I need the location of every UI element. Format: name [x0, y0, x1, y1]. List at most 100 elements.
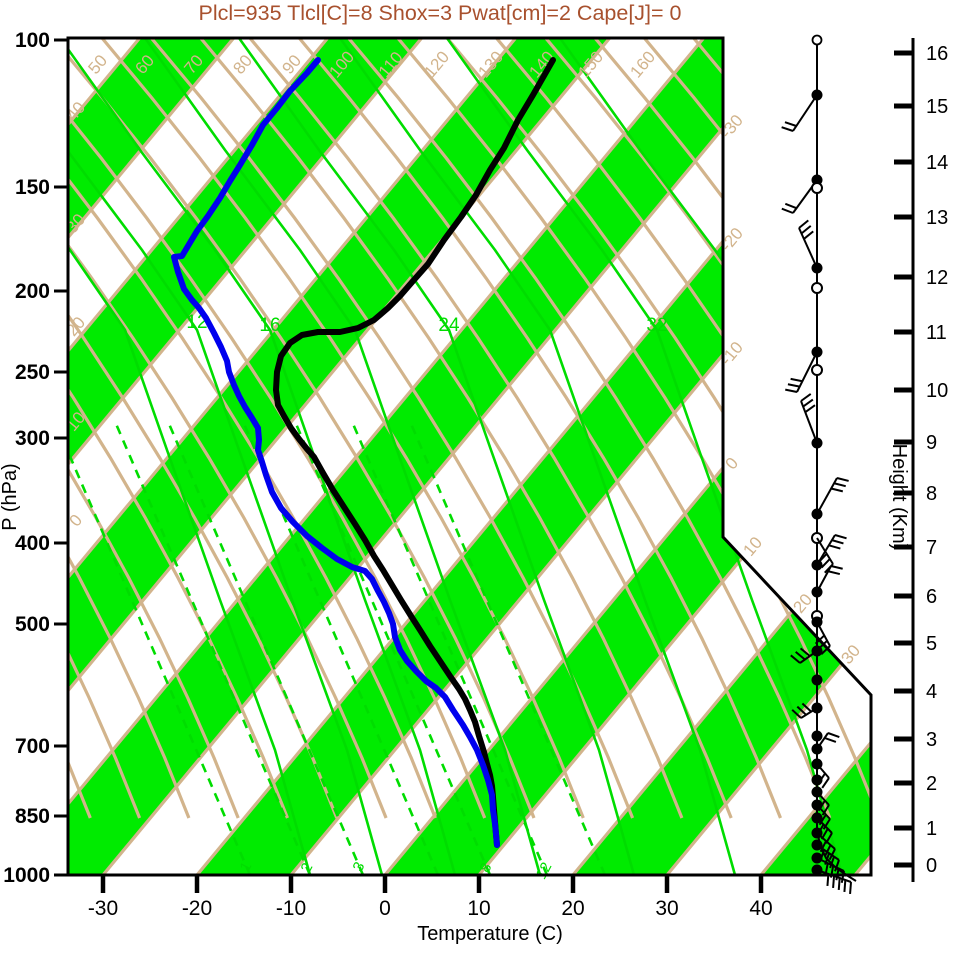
wind-barb-feather	[821, 777, 830, 789]
wind-barb-feather	[791, 709, 802, 719]
pressure-tick-label: 150	[15, 176, 50, 199]
mixing-ratio-line	[113, 419, 312, 875]
height-tick-label: 13	[926, 207, 948, 229]
wind-barb-feather	[843, 879, 847, 893]
wind-barb-feather	[799, 647, 811, 657]
pressure-tick-label: 700	[15, 735, 50, 758]
isotherm-line	[68, 38, 329, 875]
pressure-tick-label: 500	[15, 613, 50, 636]
dry-adiabat-label: 50	[84, 51, 111, 78]
wind-barb-shaft	[816, 869, 852, 883]
wind-barb-shaft	[816, 844, 840, 861]
dry-adiabat-line	[68, 38, 388, 819]
temperature-tick-label: 20	[561, 897, 584, 920]
wind-barb-feather	[827, 732, 840, 738]
wind-barb-shaft	[816, 817, 833, 834]
dry-adiabat-line	[68, 38, 289, 819]
pressure-tick-label: 300	[15, 427, 50, 450]
isotherm-label: 0	[721, 454, 742, 473]
wind-barb-shaft	[816, 565, 832, 593]
wind-barb-feather	[831, 539, 844, 545]
temperature-tick-label: 30	[655, 897, 678, 920]
wind-barb-feather	[824, 737, 837, 743]
wind-barb-feather	[834, 859, 840, 872]
isotherm-line	[571, 38, 871, 875]
wind-barb-feather	[790, 654, 801, 664]
mixing-ratio-lines	[68, 419, 607, 875]
wind-barb-feather	[802, 398, 814, 408]
wind-barb-feather	[830, 487, 844, 493]
wind-barb-feather	[820, 645, 831, 655]
temperature-tick-label: 40	[749, 897, 772, 920]
plot-title: Plcl=935 Tlcl[C]=8 Shox=3 Pwat[cm]=2 Cap…	[198, 1, 682, 25]
wind-barb-feather	[829, 856, 835, 869]
mixing-ratio-label: 3	[350, 859, 369, 874]
wind-barb-feather	[784, 202, 797, 210]
wind-barb-feather	[801, 702, 812, 713]
height-tick-label: 4	[926, 681, 937, 703]
wind-barb-feather	[828, 544, 841, 550]
height-tick-label: 6	[926, 586, 937, 608]
dry-adiabat-line	[68, 38, 339, 819]
wind-barb-shaft	[796, 351, 818, 393]
wind-barb-shaft	[798, 227, 818, 269]
dry-adiabat-line	[68, 38, 240, 819]
wind-dot-marker	[811, 674, 823, 686]
mixing-ratio-line	[68, 419, 252, 875]
temperature-curve	[273, 57, 556, 848]
isotherm-line	[949, 38, 961, 875]
mixing-ratio-line	[293, 419, 492, 875]
wind-barb-feather	[833, 482, 846, 488]
wind-barb-shaft	[800, 400, 818, 444]
height-tick-label: 15	[926, 96, 948, 118]
wind-circle-marker	[811, 182, 823, 194]
moist-adiabat-line	[445, 38, 844, 875]
temperature-tick-label: -30	[88, 897, 118, 920]
wind-barb-feather	[819, 840, 827, 853]
wind-barb-shaft	[792, 94, 818, 132]
height-tick-label: 9	[926, 432, 937, 454]
isotherm-line	[665, 38, 871, 875]
wind-barb-feather	[800, 393, 812, 402]
wind-barb-shaft	[816, 732, 829, 750]
moist-adiabat-line	[68, 38, 384, 875]
wind-barb-shaft	[816, 791, 830, 806]
dry-adiabat-line	[100, 38, 585, 819]
wind-barb-feather	[798, 219, 809, 229]
wind-barb-shaft	[800, 707, 818, 719]
isotherm-label: 10	[739, 533, 766, 560]
wind-barb-feather	[830, 565, 843, 570]
wind-barb-feather	[796, 705, 807, 716]
pressure-tick-label: 200	[15, 280, 50, 303]
moist-adiabat-label: 24	[438, 315, 460, 336]
wind-barb-shaft	[799, 650, 818, 664]
wind-barb-feather	[827, 570, 841, 576]
wind-barb-feather	[840, 870, 845, 883]
wind-barb-shaft	[816, 477, 838, 515]
wind-barb-staff	[781, 34, 857, 895]
dewpoint-curve	[171, 57, 500, 848]
isotherm-line	[68, 38, 423, 875]
wind-barb-feather	[818, 814, 827, 826]
pressure-tick-label: 850	[15, 805, 50, 828]
wind-barb-feather	[790, 377, 803, 383]
height-tick-label: 1	[926, 818, 937, 840]
dry-adiabat-line	[68, 38, 437, 819]
pressure-axis-title: P (hPa)	[0, 463, 21, 530]
pressure-tick-label: 1000	[3, 864, 50, 887]
wind-barb-feather	[781, 126, 794, 132]
wind-barb-feather	[834, 534, 847, 540]
wind-barb-feather	[785, 388, 798, 393]
wind-staff	[816, 44, 857, 882]
wind-barb-feather	[781, 207, 794, 214]
wind-barb-feather	[824, 844, 832, 857]
height-tick-label: 14	[926, 152, 948, 174]
moist-adiabat-line	[338, 38, 737, 875]
moist-adiabat-line	[237, 38, 636, 875]
sounding-curves	[171, 57, 556, 848]
dry-adiabat-label: 160	[626, 47, 659, 81]
height-tick-label: 11	[926, 322, 947, 344]
dry-adiabat-line	[347, 38, 832, 819]
height-tick-label: 16	[926, 43, 948, 65]
wind-barb-feather	[800, 225, 812, 235]
